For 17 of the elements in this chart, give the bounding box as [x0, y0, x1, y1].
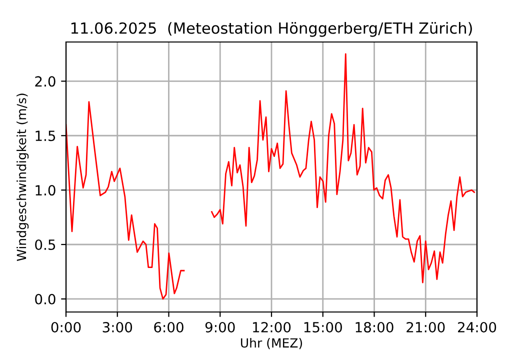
- x-tick-label: 9:00: [205, 322, 235, 332]
- x-tick-label: 12:00: [253, 322, 291, 332]
- y-tick-label: 1.5: [36, 130, 56, 142]
- x-tick-label: 21:00: [406, 322, 445, 332]
- y-tick-label: 1.0: [36, 185, 56, 196]
- x-tick-label: 18:00: [356, 322, 394, 332]
- x-tick-label: 0:00: [51, 322, 81, 332]
- x-tick-label: 6:00: [154, 322, 184, 332]
- x-tick-label: 24:00: [458, 322, 496, 332]
- y-tick-label: 2.0: [35, 76, 56, 87]
- x-tick-label: 3:00: [102, 322, 132, 332]
- y-axis-title: Windgeschwindigkeit (m/s): [16, 94, 29, 261]
- y-tick-label: 0.0: [35, 294, 56, 304]
- y-tick-label: 0.5: [35, 239, 56, 250]
- chart-title: 11.06.2025 (Meteostation Hönggerberg/ETH Zürich): [71, 22, 472, 37]
- x-axis-title: Uhr (MEZ): [240, 338, 302, 350]
- x-tick-label: 15:00: [304, 322, 342, 332]
